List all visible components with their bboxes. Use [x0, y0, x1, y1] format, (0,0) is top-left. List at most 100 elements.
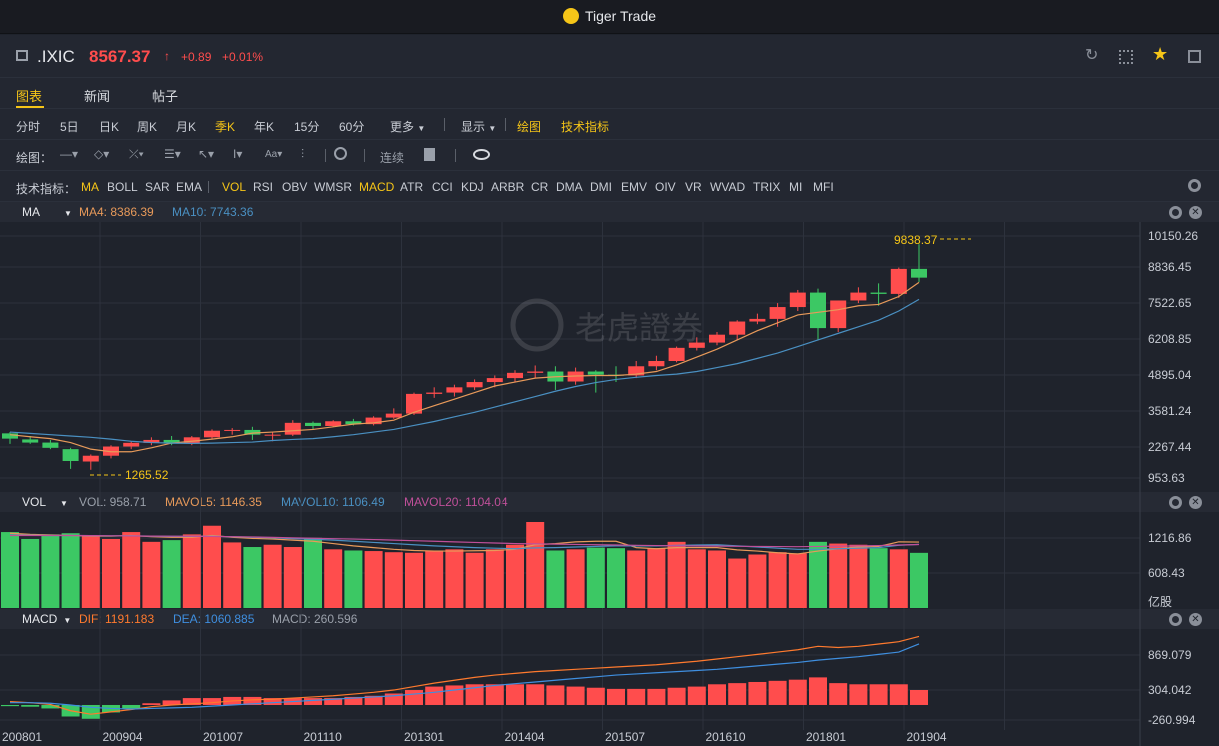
indicator-atr[interactable]: ATR [400, 180, 424, 194]
macd-bar [162, 700, 181, 705]
high-marker: 9838.37 [894, 233, 971, 247]
vol-settings-gear-icon[interactable] [1169, 496, 1182, 509]
candle-body [810, 292, 826, 329]
volume-bar [627, 550, 646, 608]
indicator-macd[interactable]: MACD [359, 180, 395, 194]
candle-body [709, 334, 725, 343]
x-axis-tick-label: 200801 [2, 730, 42, 744]
indicator-emv[interactable]: EMV [621, 180, 648, 194]
period-5day[interactable]: 5日 [60, 120, 79, 134]
candle-body [42, 442, 59, 448]
y-axis-tick-label: 1216.86 [1148, 531, 1192, 545]
font-tool-icon[interactable]: Aa▾ [265, 149, 283, 160]
volume-bar [304, 537, 322, 608]
candlestick-plot[interactable] [2, 244, 927, 470]
favorite-star-icon[interactable]: ★ [1152, 44, 1169, 64]
period-toolbar: 分时 5日 日K 周K 月K 季K 年K 15分 60分 更多 ▼ 显示 ▼ 绘… [0, 109, 1219, 140]
volume-bar [223, 542, 242, 608]
indicator-cr[interactable]: CR [531, 180, 549, 194]
macd-bar [344, 696, 363, 705]
volume-bar [687, 549, 706, 608]
indicator-rsi[interactable]: RSI [253, 180, 274, 194]
fib-tool-icon[interactable]: ⤫▾ [129, 147, 144, 161]
indicator-settings-gear-icon[interactable] [1188, 179, 1201, 192]
period-60min[interactable]: 60分 [339, 120, 365, 134]
display-dropdown[interactable]: 显示 ▼ [461, 118, 496, 135]
macd-bar [687, 686, 706, 705]
macd-bar [728, 683, 747, 705]
ma-close-icon[interactable]: ✕ [1189, 206, 1202, 219]
continuous-toggle[interactable]: 连续 [380, 151, 405, 165]
volume-bar [485, 549, 504, 608]
period-intraday[interactable]: 分时 [16, 120, 41, 134]
macd-bar [708, 684, 726, 705]
arrow-tool-icon[interactable]: ↖▾ [198, 147, 215, 161]
period-quarterly[interactable]: 季K [215, 120, 236, 134]
indicator-oiv[interactable]: OIV [655, 180, 676, 194]
macd-plot[interactable] [1, 635, 928, 719]
indicator-wmsr[interactable]: WMSR [314, 180, 352, 194]
indicator-ema[interactable]: EMA [176, 180, 203, 194]
volume-bar [586, 547, 605, 608]
volume-plot[interactable] [1, 522, 928, 608]
period-15min[interactable]: 15分 [294, 120, 320, 134]
volume-bar [122, 532, 141, 608]
refresh-icon[interactable]: ↻ [1085, 47, 1099, 64]
vol-close-icon[interactable]: ✕ [1189, 496, 1202, 509]
indicator-arbr[interactable]: ARBR [491, 180, 525, 194]
sidebar-toggle-icon[interactable] [16, 50, 28, 61]
indicator-bar: 技术指标： MA BOLL SAR EMA VOL RSI OBV WMSR M… [0, 171, 1219, 202]
macd-close-icon[interactable]: ✕ [1189, 613, 1202, 626]
active-tab-underline [16, 106, 44, 108]
indicator-kdj[interactable]: KDJ [461, 180, 484, 194]
tab-news[interactable]: 新闻 [84, 89, 111, 104]
indicator-dmi[interactable]: DMI [590, 180, 612, 194]
vol-pane-selector[interactable]: VOL ▼ [22, 495, 68, 509]
tab-posts[interactable]: 帖子 [152, 89, 179, 104]
visibility-eye-icon[interactable] [473, 149, 490, 160]
macd-settings-gear-icon[interactable] [1169, 613, 1182, 626]
mavol20-value: MAVOL20: 1104.04 [404, 495, 508, 509]
zoom-in-icon[interactable] [334, 147, 347, 160]
indicator-mfi[interactable]: MFI [813, 180, 834, 194]
display-label: 显示 [461, 120, 486, 134]
ma-settings-gear-icon[interactable] [1169, 206, 1182, 219]
period-monthly[interactable]: 月K [176, 120, 197, 134]
draw-button[interactable]: 绘图 [517, 120, 542, 134]
macd-value: MACD: 260.596 [272, 612, 358, 626]
candle-tool-icon[interactable]: ⫶ [301, 147, 305, 161]
panel-toggle-icon[interactable] [1188, 50, 1201, 63]
indicator-obv[interactable]: OBV [282, 180, 308, 194]
tab-chart[interactable]: 图表 [16, 89, 43, 104]
period-weekly[interactable]: 周K [137, 120, 158, 134]
ma-pane-selector[interactable]: MA ▼ [22, 205, 72, 219]
symbol: .IXIC [37, 47, 75, 66]
shape-tool-icon[interactable]: ◇▾ [94, 147, 110, 161]
volume-bar [465, 552, 484, 608]
text-cursor-tool-icon[interactable]: I▾ [233, 147, 243, 161]
indicator-trix[interactable]: TRIX [753, 180, 781, 194]
trash-icon[interactable] [424, 148, 435, 161]
indicator-wvad[interactable]: WVAD [710, 180, 746, 194]
channel-tool-icon[interactable]: ☰▾ [164, 147, 181, 161]
grid-layout-icon[interactable] [1119, 50, 1133, 64]
tech-indicator-button[interactable]: 技术指标 [561, 120, 610, 134]
period-yearly[interactable]: 年K [254, 120, 275, 134]
indicator-cci[interactable]: CCI [432, 180, 453, 194]
indicator-ma[interactable]: MA [81, 180, 99, 194]
indicator-vol[interactable]: VOL [222, 180, 247, 194]
macd-bar [1, 704, 19, 707]
indicator-vr[interactable]: VR [685, 180, 702, 194]
period-daily[interactable]: 日K [99, 120, 120, 134]
volume-bar [203, 525, 221, 608]
indicator-sar[interactable]: SAR [145, 180, 170, 194]
indicator-boll[interactable]: BOLL [107, 180, 138, 194]
line-tool-icon[interactable]: —▾ [60, 147, 79, 161]
macd-pane-selector[interactable]: MACD ▼ [22, 612, 71, 626]
indicator-mi[interactable]: MI [789, 180, 803, 194]
candle-body [305, 422, 321, 426]
macd-bar [21, 704, 40, 707]
period-more-dropdown[interactable]: 更多 ▼ [390, 118, 425, 135]
indicator-dma[interactable]: DMA [556, 180, 583, 194]
